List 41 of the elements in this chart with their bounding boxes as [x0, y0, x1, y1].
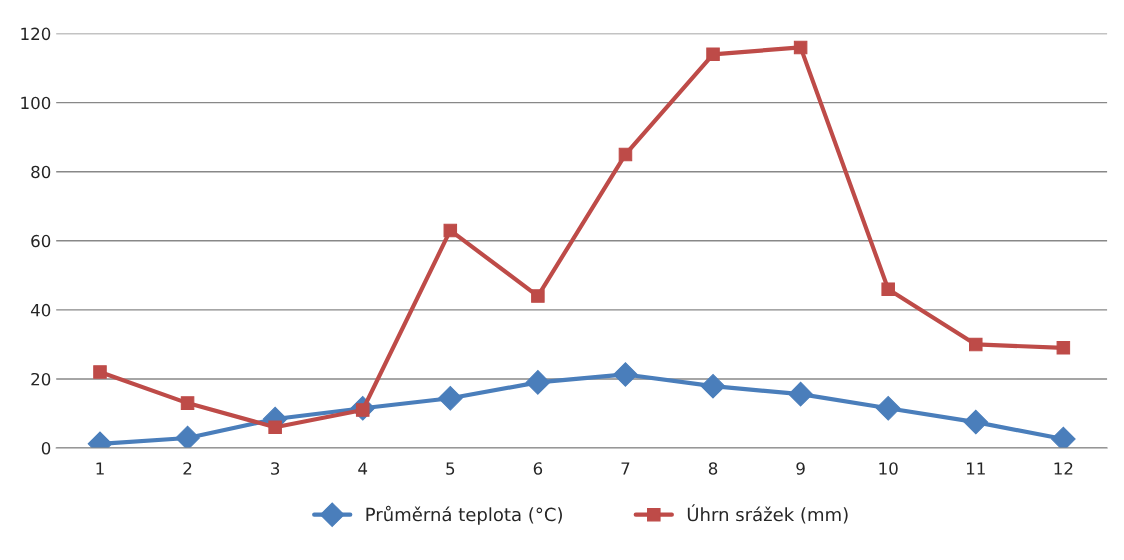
point [618, 147, 633, 162]
point [93, 365, 107, 379]
x-tick-label: 3 [271, 462, 280, 475]
x-tick-label: 1 [96, 462, 104, 475]
y-tick-label: 80 [31, 165, 51, 179]
legend-label: Průměrná teplota (°C) [366, 505, 562, 525]
x-tick-label: 7 [621, 462, 630, 475]
point [438, 385, 463, 411]
point [180, 396, 195, 410]
y-tick-label: 120 [21, 27, 51, 41]
x-tick-label: 10 [879, 462, 898, 475]
point [531, 289, 545, 303]
point [1056, 341, 1071, 355]
x-tick-label: 9 [796, 462, 805, 475]
point [443, 223, 458, 238]
point [268, 420, 282, 435]
point [175, 425, 200, 448]
x-tick-label: 8 [708, 462, 718, 475]
point [881, 282, 895, 296]
point [1051, 426, 1076, 448]
legend-label: Úhrn srážek (mm) [687, 504, 848, 524]
x-tick-label: 11 [967, 462, 985, 475]
x-tick-label: 4 [358, 462, 368, 475]
point [793, 40, 808, 55]
point [525, 370, 551, 395]
x-tick-label: 12 [1054, 462, 1073, 475]
x-tick-label: 5 [446, 462, 455, 475]
x-tick-label: 2 [183, 462, 192, 475]
point [875, 395, 901, 421]
y-tick-label: 0 [41, 441, 51, 455]
point [706, 47, 720, 62]
x-tick-label: 6 [533, 462, 543, 475]
y-tick-label: 20 [31, 372, 51, 386]
point [613, 362, 638, 387]
y-tick-label: 40 [30, 303, 51, 317]
y-tick-label: 60 [31, 234, 51, 248]
point [963, 409, 989, 435]
point [969, 337, 983, 352]
point [788, 381, 813, 407]
y-tick-label: 100 [21, 96, 51, 110]
point [700, 373, 726, 399]
